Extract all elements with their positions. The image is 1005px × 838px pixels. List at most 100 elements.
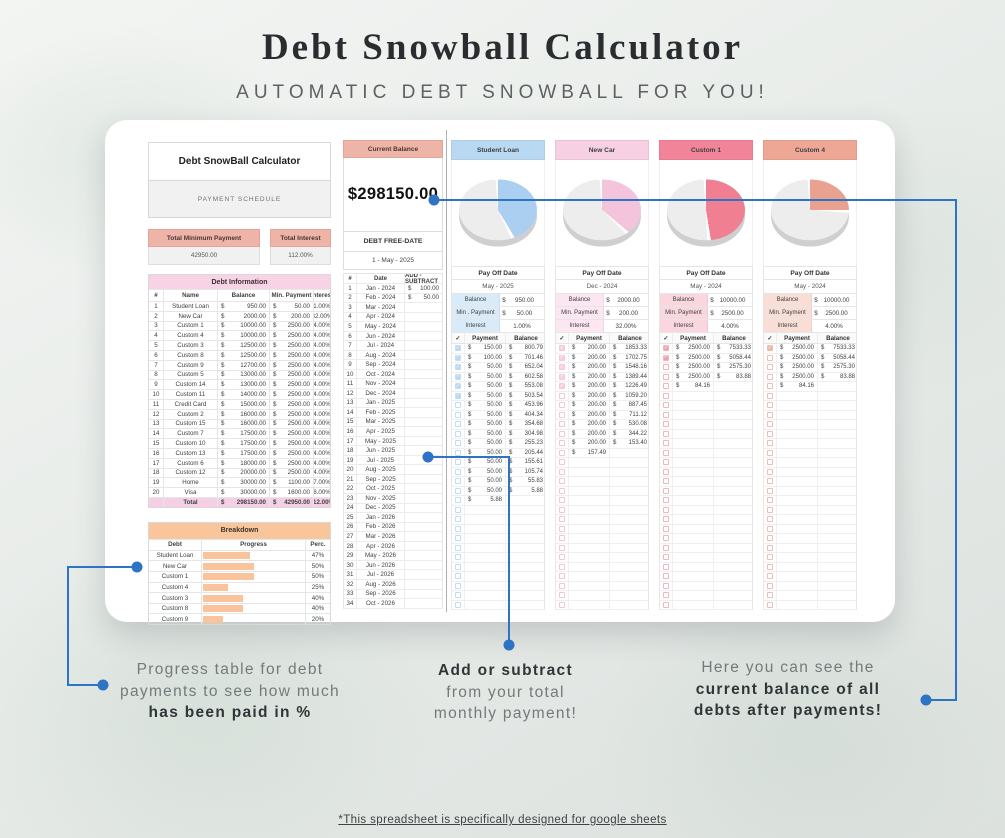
add-subtract-cell[interactable] [404,522,442,532]
payment-checkbox[interactable] [767,364,773,371]
payment-checkbox[interactable] [767,582,773,589]
payment-checkbox[interactable] [663,392,669,399]
payment-checkbox[interactable] [559,554,565,561]
payment-checkbox[interactable] [559,411,565,418]
payment-checkbox[interactable] [767,506,773,513]
payment-checkbox[interactable] [663,478,669,485]
add-subtract-cell[interactable] [404,455,442,465]
payment-checkbox[interactable] [455,402,461,409]
payment-checkbox[interactable] [559,573,565,580]
payment-checkbox[interactable]: ✓ [559,354,565,361]
payment-checkbox[interactable] [559,468,565,475]
payment-checkbox[interactable] [559,487,565,494]
payment-checkbox[interactable] [767,392,773,399]
payment-checkbox[interactable]: ✓ [455,354,461,361]
payment-checkbox[interactable] [767,478,773,485]
payment-checkbox[interactable] [455,449,461,456]
add-subtract-cell[interactable] [404,436,442,446]
add-subtract-cell[interactable]: $100.00 [404,284,442,293]
add-subtract-cell[interactable] [404,532,442,541]
payment-checkbox[interactable] [559,582,565,589]
payment-checkbox[interactable]: ✓ [559,382,565,390]
add-subtract-cell[interactable] [404,331,442,341]
payment-checkbox[interactable] [767,459,773,466]
payment-checkbox[interactable] [559,563,565,570]
payment-checkbox[interactable] [767,468,773,475]
payment-checkbox[interactable] [767,487,773,494]
payment-checkbox[interactable] [559,506,565,513]
payment-checkbox[interactable] [663,601,669,608]
payment-checkbox[interactable] [663,411,669,418]
payment-checkbox[interactable] [767,516,773,523]
add-subtract-cell[interactable]: $50.00 [404,293,442,303]
add-subtract-cell[interactable] [404,579,442,589]
payment-checkbox[interactable]: ✓ [559,373,565,380]
payment-checkbox[interactable] [663,449,669,456]
payment-checkbox[interactable] [455,525,461,532]
add-subtract-cell[interactable] [404,503,442,513]
payment-checkbox[interactable] [455,573,461,580]
payment-checkbox[interactable]: ✓ [455,363,461,371]
add-subtract-cell[interactable] [404,341,442,350]
payment-checkbox[interactable] [663,402,669,409]
payment-checkbox[interactable] [455,411,461,418]
payment-checkbox[interactable] [455,487,461,494]
payment-checkbox[interactable] [767,373,773,380]
payment-checkbox[interactable] [559,421,565,428]
payment-checkbox[interactable] [559,535,565,542]
payment-checkbox[interactable] [663,421,669,428]
payment-checkbox[interactable] [455,421,461,428]
payment-checkbox[interactable] [455,554,461,561]
payment-checkbox[interactable] [663,592,669,599]
payment-checkbox[interactable] [767,411,773,418]
payment-checkbox[interactable]: ✓ [663,354,669,361]
add-subtract-cell[interactable] [404,541,442,551]
payment-checkbox[interactable] [559,478,565,485]
add-subtract-cell[interactable] [404,465,442,474]
add-subtract-cell[interactable] [404,408,442,417]
add-subtract-cell[interactable] [404,494,442,503]
payment-checkbox[interactable] [455,440,461,447]
payment-checkbox[interactable] [663,373,669,380]
payment-checkbox[interactable] [767,449,773,456]
payment-checkbox[interactable] [663,497,669,504]
payment-checkbox[interactable]: ✓ [455,373,461,380]
payment-checkbox[interactable] [559,544,565,551]
payment-checkbox[interactable] [767,421,773,428]
payment-checkbox[interactable] [767,573,773,580]
payment-checkbox[interactable] [663,554,669,561]
payment-checkbox[interactable]: ✓ [559,363,565,371]
payment-checkbox[interactable] [767,601,773,608]
add-subtract-cell[interactable] [404,513,442,522]
payment-checkbox[interactable] [455,582,461,589]
payment-checkbox[interactable] [559,440,565,447]
add-subtract-cell[interactable] [404,570,442,579]
payment-checkbox[interactable] [663,440,669,447]
add-subtract-cell[interactable] [404,589,442,599]
payment-checkbox[interactable] [455,601,461,608]
payment-checkbox[interactable] [559,430,565,437]
payment-checkbox[interactable] [663,468,669,475]
payment-checkbox[interactable]: ✓ [767,344,773,352]
add-subtract-cell[interactable] [404,379,442,389]
payment-checkbox[interactable] [663,582,669,589]
add-subtract-cell[interactable] [404,599,442,608]
payment-checkbox[interactable] [455,478,461,485]
add-subtract-cell[interactable] [404,312,442,322]
payment-checkbox[interactable] [663,573,669,580]
payment-checkbox[interactable] [767,544,773,551]
payment-checkbox[interactable] [767,563,773,570]
add-subtract-cell[interactable] [404,484,442,494]
payment-checkbox[interactable] [767,402,773,409]
payment-checkbox[interactable] [767,430,773,437]
payment-checkbox[interactable] [767,383,773,390]
payment-checkbox[interactable] [455,544,461,551]
payment-checkbox[interactable] [663,516,669,523]
payment-checkbox[interactable] [663,487,669,494]
payment-checkbox[interactable] [767,497,773,504]
payment-checkbox[interactable] [767,440,773,447]
payment-checkbox[interactable]: ✓ [663,344,669,352]
add-subtract-cell[interactable] [404,560,442,570]
payment-checkbox[interactable] [767,592,773,599]
add-subtract-cell[interactable] [404,551,442,560]
